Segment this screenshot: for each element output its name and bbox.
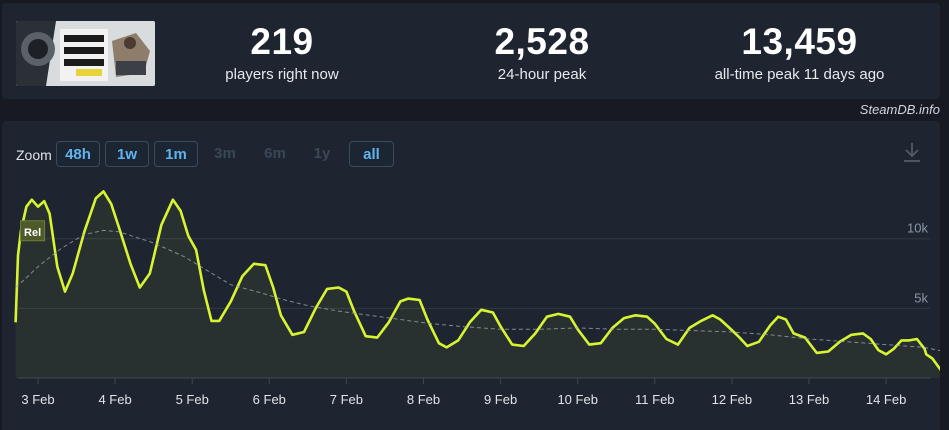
alltime-peak-stat: 13,459 all-time peak 11 days ago <box>692 21 907 85</box>
x-tick-label: 12 Feb <box>712 392 752 407</box>
x-tick-label: 11 Feb <box>635 392 675 407</box>
current-players-stat: 219 players right now <box>182 21 382 85</box>
series-area <box>15 191 940 378</box>
chart-panel: Zoom 48h 1w 1m 3m 6m 1y all 5k 10k 3 Feb 4 … <box>2 121 940 430</box>
stats-panel: 219 players right now 2,528 24-hour peak… <box>2 3 940 99</box>
current-players-label: players right now <box>225 66 339 83</box>
x-tick-label: 13 Feb <box>789 392 829 407</box>
game-cover-art-icon <box>16 21 155 86</box>
steamdb-credit[interactable]: SteamDB.info <box>859 102 940 117</box>
x-tick-label: 9 Feb <box>484 392 517 407</box>
peak-24h-label: 24-hour peak <box>497 66 587 83</box>
series-line-trend <box>15 229 940 352</box>
release-flag <box>20 220 46 242</box>
zoom-button-48h[interactable]: 48h <box>56 141 100 167</box>
y-tick-label: 5k <box>914 290 928 305</box>
series-line-players <box>14 190 940 372</box>
download-icon[interactable] <box>902 141 922 163</box>
zoom-button-1m[interactable]: 1m <box>154 141 198 167</box>
zoom-button-6m[interactable]: 6m <box>264 145 286 162</box>
x-tick-label: 14 Feb <box>866 392 906 407</box>
current-players-value: 219 <box>250 21 314 62</box>
zoom-button-1w[interactable]: 1w <box>105 141 149 167</box>
player-count-chart[interactable]: 5k 10k 3 Feb 4 Feb 5 Feb 6 Feb 7 Feb 8 Feb 9 Feb… <box>2 121 940 430</box>
release-flag-label: Rel <box>24 227 41 239</box>
x-tick-label: 10 Feb <box>557 392 597 407</box>
peak-24h-stat: 2,528 24-hour peak <box>442 21 642 85</box>
x-tick-label: 6 Feb <box>253 392 286 407</box>
x-tick-label: 4 Feb <box>98 392 131 407</box>
x-tick-label: 5 Feb <box>176 392 209 407</box>
zoom-button-1y[interactable]: 1y <box>313 145 331 162</box>
y-tick-label: 10k <box>907 221 928 236</box>
zoom-label: Zoom <box>16 147 52 163</box>
alltime-peak-label: all-time peak 11 days ago <box>714 66 885 83</box>
zoom-button-3m[interactable]: 3m <box>214 145 236 162</box>
peak-24h-value: 2,528 <box>494 21 590 62</box>
zoom-button-all[interactable]: all <box>349 141 394 167</box>
x-tick-label: 8 Feb <box>407 392 440 407</box>
alltime-peak-value: 13,459 <box>741 21 858 62</box>
x-tick-label: 3 Feb <box>21 392 54 407</box>
game-thumbnail[interactable] <box>16 21 155 86</box>
x-tick-label: 7 Feb <box>330 392 363 407</box>
